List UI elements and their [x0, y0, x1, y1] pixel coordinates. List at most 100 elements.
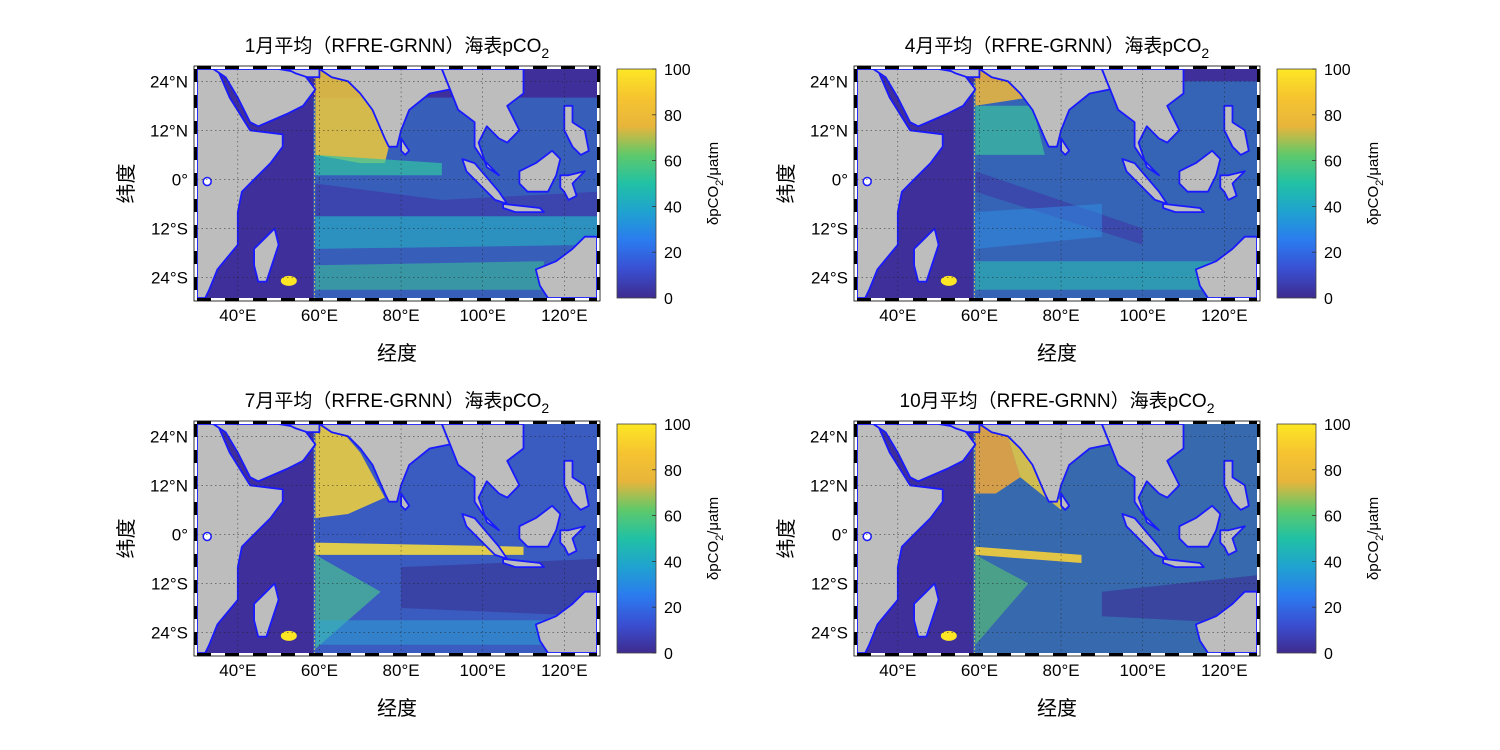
frame-check-bottom — [969, 653, 983, 656]
frame-check-top — [309, 66, 323, 69]
land-mass — [1178, 504, 1222, 548]
x-tick-label: 120°E — [1201, 661, 1248, 680]
frame-check-right — [1257, 437, 1260, 450]
map-area — [857, 69, 1257, 298]
frame-check-left — [854, 121, 857, 134]
colorbar-tick-label: 20 — [1324, 600, 1342, 617]
frame-check-top — [1067, 66, 1081, 69]
frame-check-bottom — [463, 653, 477, 656]
frame-check-left — [854, 264, 857, 277]
frame-check-bottom — [969, 298, 983, 301]
frame-check-bottom — [1011, 653, 1025, 656]
x-tick-label: 80°E — [383, 306, 420, 325]
panel-title-subscript: 2 — [541, 400, 549, 416]
frame-check-top — [1235, 66, 1249, 69]
frame-check-bottom — [589, 298, 597, 301]
frame-check-right — [597, 476, 600, 489]
pco2-field-region — [975, 554, 1029, 645]
frame-check-right — [597, 541, 600, 554]
frame-check-left — [194, 463, 197, 476]
frame-check-top — [941, 66, 955, 69]
frame-check-bottom — [575, 298, 589, 301]
frame-check-left — [854, 476, 857, 489]
frame-check-right — [597, 147, 600, 160]
colorbar-label-suffix: /μatm — [1365, 142, 1382, 180]
colorbar — [616, 423, 657, 654]
frame-check-bottom — [561, 298, 575, 301]
frame-check-left — [854, 645, 857, 653]
frame-check-right — [1257, 238, 1260, 251]
pco2-field-region — [315, 261, 544, 290]
frame-check-right — [597, 186, 600, 199]
y-tick-label: 24°N — [150, 72, 188, 91]
frame-check-right — [597, 567, 600, 580]
frame-check-top — [913, 66, 927, 69]
land-mass — [1194, 590, 1257, 653]
frame-check-top — [463, 421, 477, 424]
frame-check-right — [597, 463, 600, 476]
frame-check-bottom — [435, 298, 449, 301]
frame-check-right — [1257, 199, 1260, 212]
pco2-field-region — [975, 546, 1082, 563]
frame-check-right — [1257, 212, 1260, 225]
frame-check-bottom — [309, 653, 323, 656]
frame-check-left — [194, 69, 197, 82]
frame-check-right — [1257, 290, 1260, 298]
frame-check-bottom — [1067, 653, 1081, 656]
frame-check-bottom — [267, 653, 281, 656]
frame-check-top — [927, 421, 941, 424]
frame-check-top — [561, 66, 575, 69]
frame-check-right — [597, 251, 600, 264]
frame-check-top — [197, 421, 211, 424]
frame-check-left — [854, 277, 857, 290]
frame-check-top — [871, 66, 885, 69]
colorbar-label-subscript: 2 — [1374, 180, 1386, 186]
frame-check-right — [597, 134, 600, 147]
frame-check-left — [854, 619, 857, 632]
frame-check-bottom — [1165, 653, 1179, 656]
frame-check-left — [854, 541, 857, 554]
frame-check-left — [194, 290, 197, 298]
frame-check-bottom — [1179, 298, 1193, 301]
frame-check-bottom — [927, 298, 941, 301]
frame-check-left — [854, 95, 857, 108]
frame-check-right — [597, 225, 600, 238]
x-tick-label: 120°E — [541, 306, 588, 325]
frame-check-top — [1011, 66, 1025, 69]
frame-check-top — [267, 421, 281, 424]
frame-check-left — [854, 606, 857, 619]
frame-check-left — [194, 489, 197, 502]
frame-check-left — [854, 108, 857, 121]
colorbar-label-subscript: 2 — [714, 535, 726, 541]
colorbar-tick-label: 60 — [1324, 509, 1342, 526]
frame-check-bottom — [1151, 298, 1165, 301]
y-tick-label: 12°N — [810, 121, 848, 140]
colorbar-tick-label: 40 — [1324, 554, 1342, 571]
frame-check-top — [407, 421, 421, 424]
frame-check-right — [1257, 489, 1260, 502]
frame-check-bottom — [1095, 653, 1109, 656]
frame-check-bottom — [871, 653, 885, 656]
colorbar-tick-label: 0 — [1324, 291, 1333, 308]
lake-victoria — [862, 531, 872, 542]
frame-check-bottom — [365, 298, 379, 301]
frame-check-right — [597, 450, 600, 463]
frame-check-top — [323, 421, 337, 424]
frame-check-left — [854, 632, 857, 645]
frame-check-left — [854, 437, 857, 450]
frame-check-left — [854, 515, 857, 528]
frame-check-right — [1257, 264, 1260, 277]
y-tick-label: 12°S — [151, 219, 188, 238]
frame-check-left — [194, 450, 197, 463]
frame-check-bottom — [1025, 298, 1039, 301]
frame-check-bottom — [1235, 653, 1249, 656]
frame-check-bottom — [239, 653, 253, 656]
frame-check-top — [955, 421, 969, 424]
frame-check-right — [597, 173, 600, 186]
frame-check-bottom — [239, 298, 253, 301]
frame-check-left — [194, 424, 197, 437]
frame-check-right — [597, 489, 600, 502]
x-tick-label: 100°E — [459, 661, 506, 680]
